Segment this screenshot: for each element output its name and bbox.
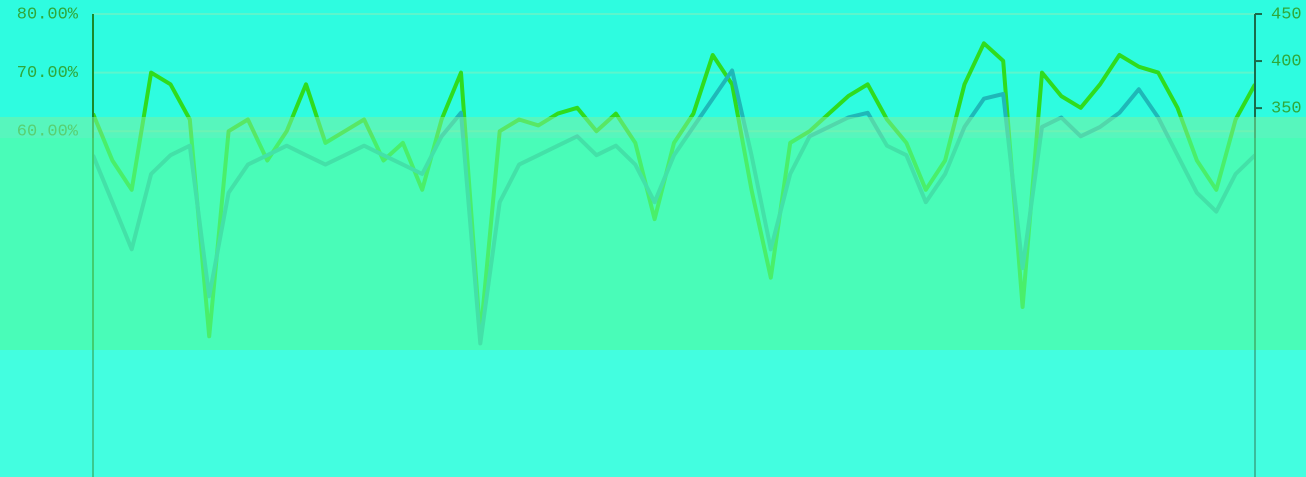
glitch-band	[0, 117, 1306, 138]
glitch-band	[0, 350, 1306, 477]
y-tick-label: 70.00%	[17, 64, 79, 83]
grid	[93, 13, 1255, 133]
y2-tick-label: 450	[1271, 5, 1302, 24]
glitch-band	[0, 138, 1306, 350]
y2-tick-label: 350	[1271, 100, 1302, 119]
y-tick-label: 80.00%	[17, 5, 79, 24]
y2-tick-label: 400	[1271, 53, 1302, 72]
